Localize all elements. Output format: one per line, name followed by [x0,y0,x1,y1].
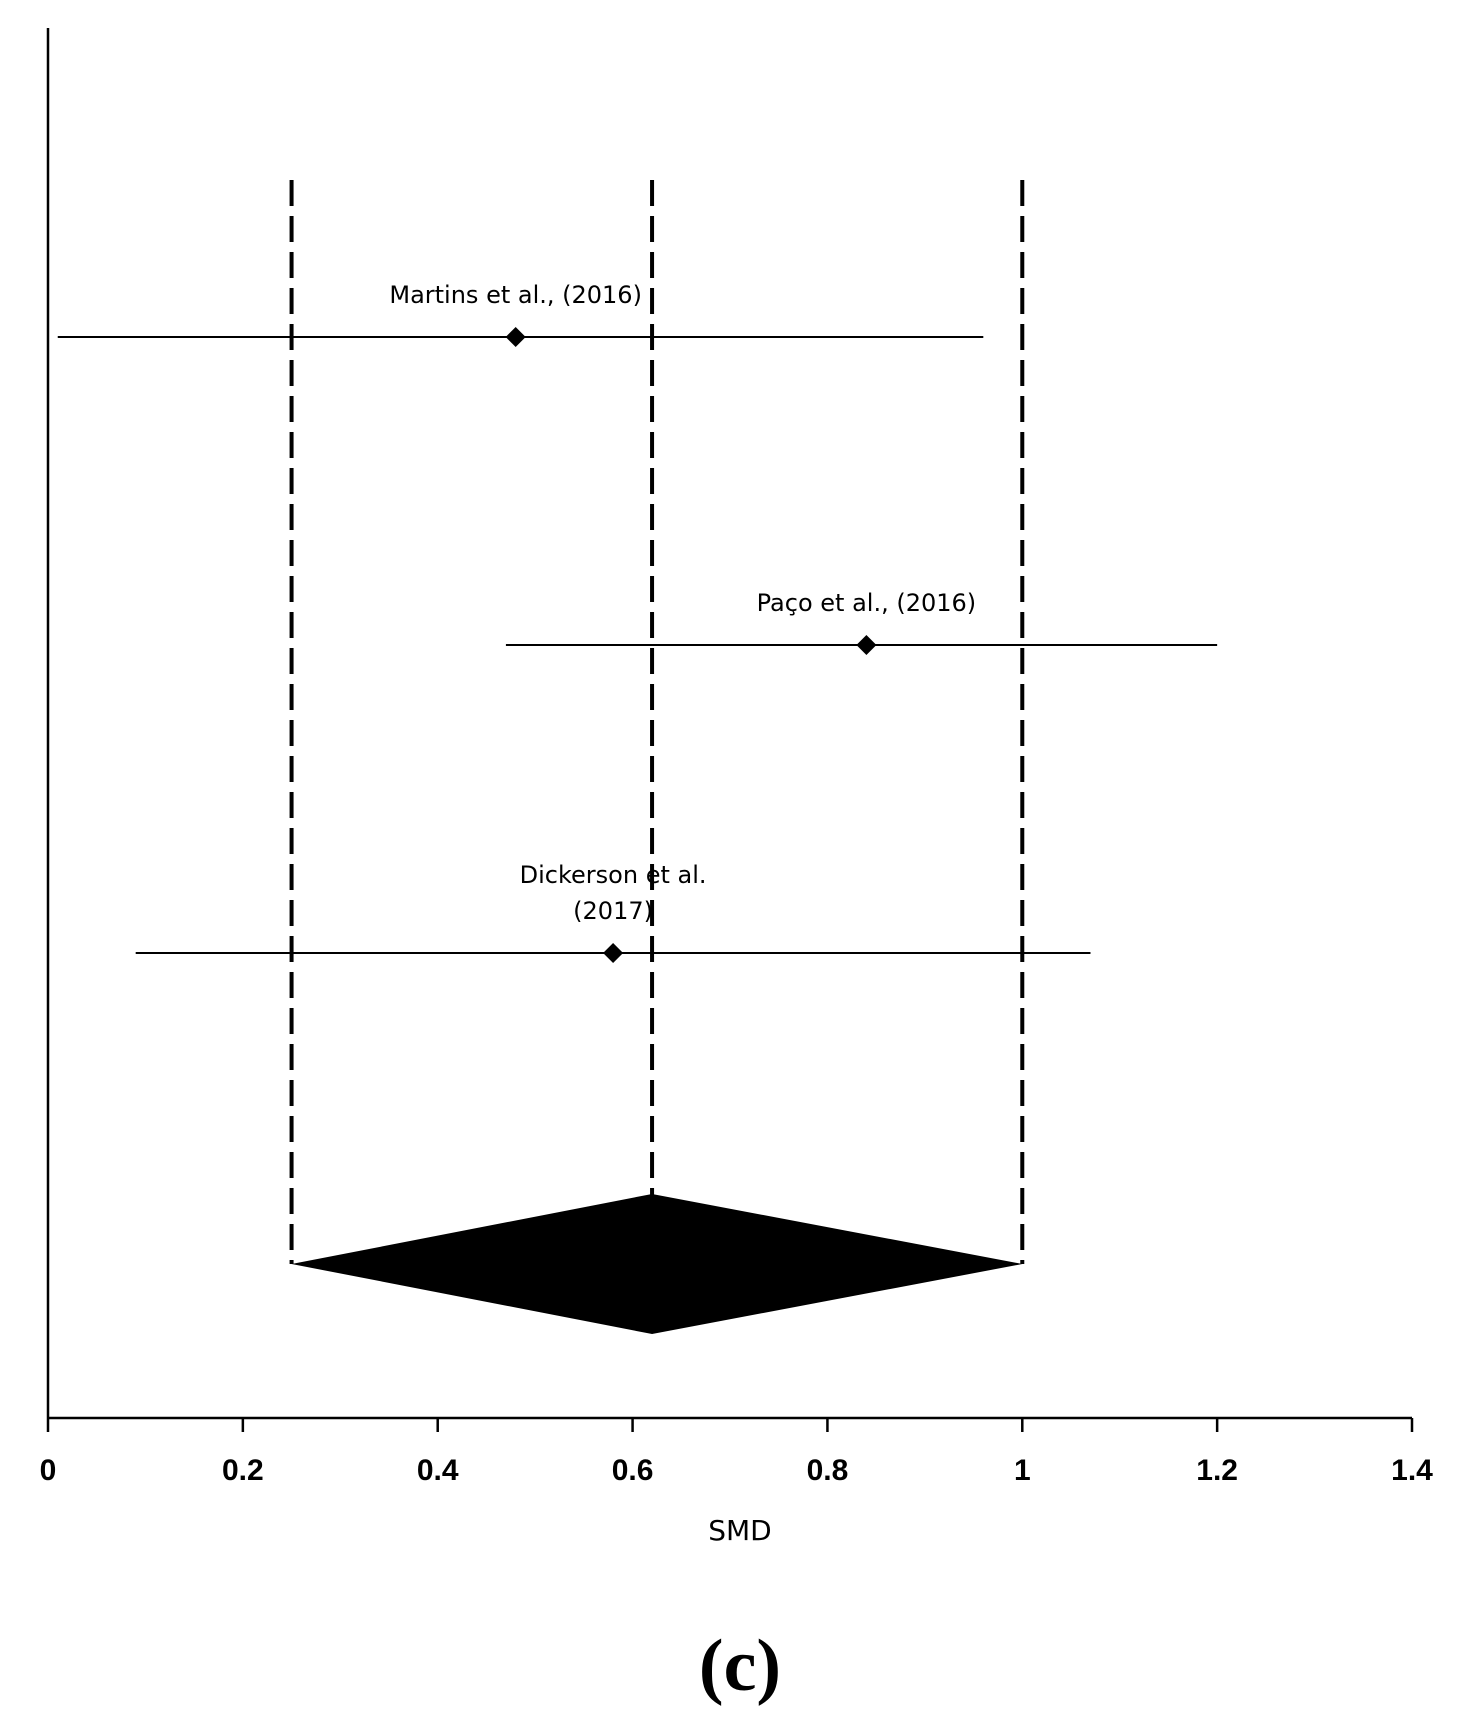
x-tick-label: 0.6 [612,1454,654,1487]
x-axis-title: SMD [708,1514,772,1547]
panel-label: (c) [699,1625,781,1707]
x-axis-ticks: 0 0.2 0.4 0.6 0.8 1 1.2 1.4 [40,1418,1433,1487]
x-tick-label: 0.4 [417,1454,459,1487]
study-label: Martins et al., (2016) [389,281,642,309]
x-tick-label: 1 [1014,1454,1031,1487]
pooled-diamond [291,1194,1023,1334]
x-tick-label: 0.2 [222,1454,264,1487]
study-label: Paço et al., (2016) [757,589,976,617]
study-row: Paço et al., (2016) [505,589,1218,655]
point-estimate-marker [603,943,624,963]
x-tick-label: 0 [40,1454,57,1487]
study-estimates: Martins et al., (2016) Paço et al., (2016… [57,281,1218,963]
pooled-estimate [291,1194,1023,1334]
study-label: (2017) [573,897,653,925]
reference-lines [289,180,1025,1264]
x-tick-label: 1.4 [1391,1454,1433,1487]
study-label: Dickerson et al. [520,861,707,889]
x-tick-label: 0.8 [807,1454,849,1487]
study-row: Dickerson et al. (2017) [135,861,1091,963]
x-tick-label: 1.2 [1196,1454,1238,1487]
study-row: Martins et al., (2016) [57,281,984,347]
plot-axes [46,28,1412,1420]
point-estimate-marker [505,327,526,347]
point-estimate-marker [856,635,877,655]
